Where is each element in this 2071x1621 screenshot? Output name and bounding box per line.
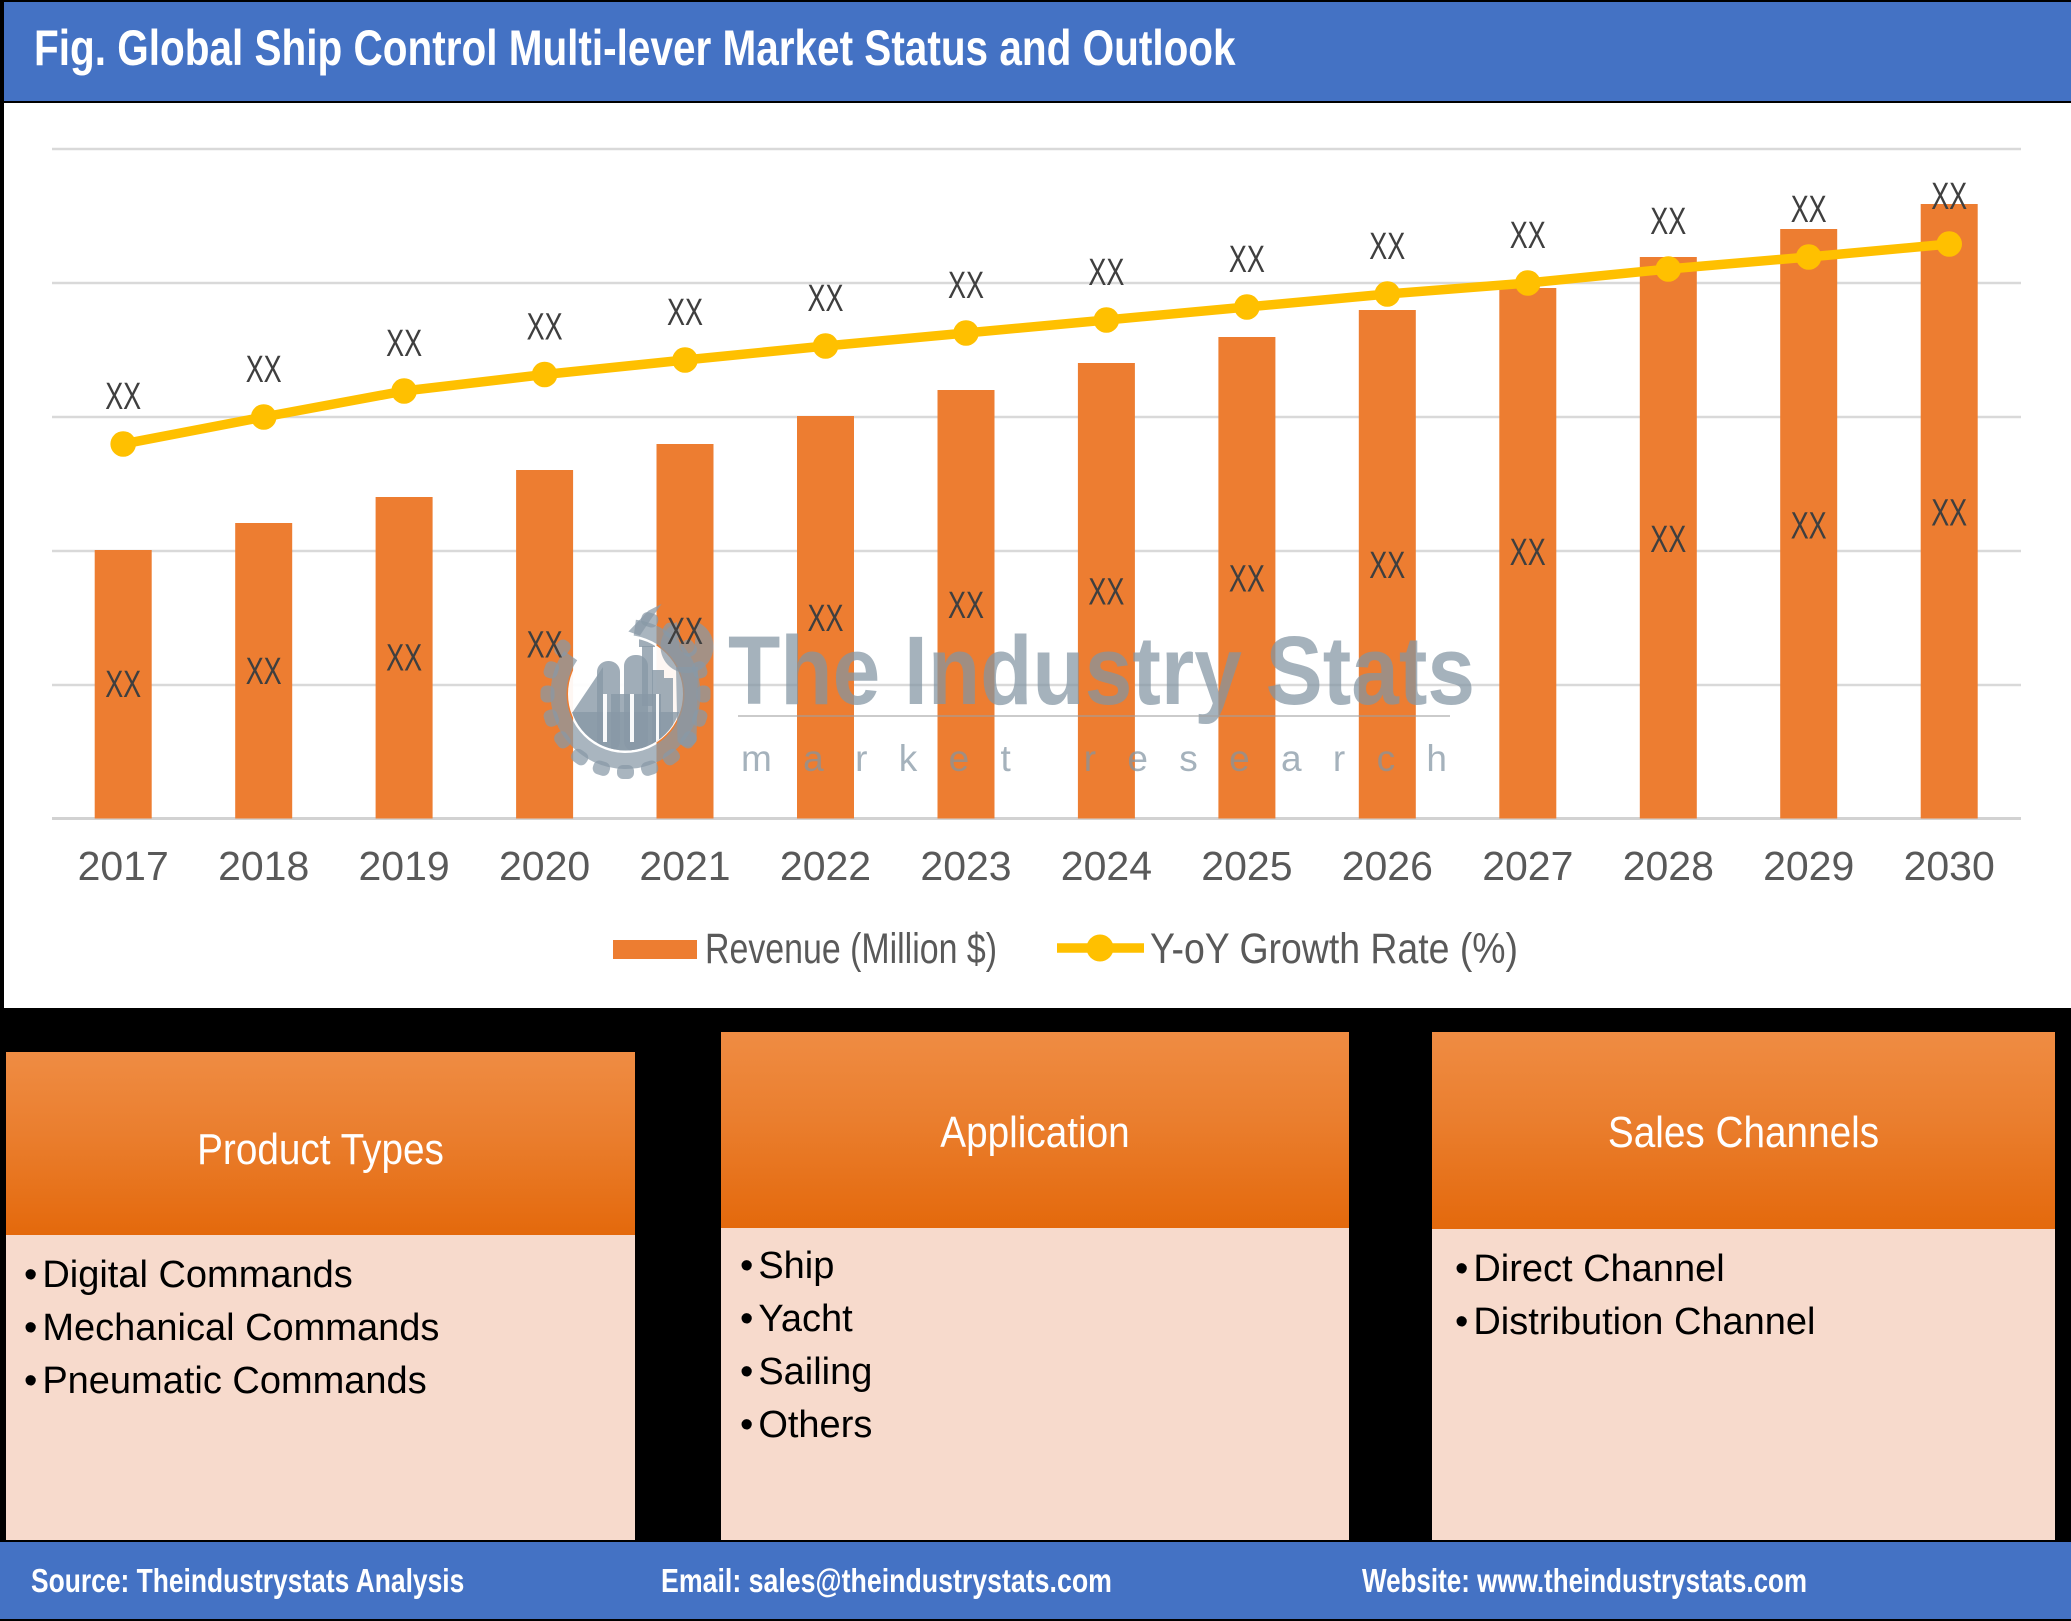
svg-text:Y-oY Growth Rate (%): Y-oY Growth Rate (%): [1150, 925, 1518, 973]
svg-text:XX: XX: [1088, 252, 1124, 294]
svg-text:XX: XX: [667, 292, 703, 334]
svg-text:2028: 2028: [1623, 843, 1714, 889]
svg-text:XX: XX: [386, 323, 422, 365]
svg-text:XX: XX: [1088, 572, 1124, 614]
svg-text:XX: XX: [527, 307, 563, 349]
svg-text:XX: XX: [1931, 492, 1967, 534]
svg-text:2023: 2023: [920, 843, 1011, 889]
svg-text:XX: XX: [105, 664, 141, 706]
svg-text:XX: XX: [1510, 215, 1546, 257]
svg-text:XX: XX: [246, 349, 282, 391]
svg-text:XX: XX: [1791, 506, 1827, 548]
svg-text:2022: 2022: [780, 843, 871, 889]
svg-text:XX: XX: [1229, 558, 1265, 600]
svg-text:XX: XX: [1791, 189, 1827, 231]
svg-text:2027: 2027: [1482, 843, 1573, 889]
svg-text:XX: XX: [1369, 545, 1405, 587]
svg-text:2020: 2020: [499, 843, 590, 889]
svg-text:XX: XX: [1229, 239, 1265, 281]
svg-text:2024: 2024: [1061, 843, 1152, 889]
svg-text:XX: XX: [246, 651, 282, 693]
svg-text:XX: XX: [808, 598, 844, 640]
svg-text:XX: XX: [105, 376, 141, 418]
svg-text:2025: 2025: [1201, 843, 1292, 889]
svg-text:XX: XX: [1650, 201, 1686, 243]
svg-text:XX: XX: [667, 611, 703, 653]
svg-text:2017: 2017: [78, 843, 169, 889]
svg-text:2026: 2026: [1342, 843, 1433, 889]
svg-text:XX: XX: [808, 278, 844, 320]
svg-text:XX: XX: [948, 265, 984, 307]
svg-text:XX: XX: [1510, 532, 1546, 574]
svg-text:2021: 2021: [639, 843, 730, 889]
svg-text:XX: XX: [1931, 176, 1967, 218]
svg-text:2018: 2018: [218, 843, 309, 889]
svg-text:XX: XX: [1650, 519, 1686, 561]
svg-text:XX: XX: [386, 638, 422, 680]
svg-text:XX: XX: [948, 585, 984, 627]
svg-text:XX: XX: [527, 624, 563, 666]
svg-text:The Industry Stats: The Industry Stats: [728, 616, 1475, 725]
svg-text:Revenue (Million $): Revenue (Million $): [705, 925, 997, 973]
svg-text:2030: 2030: [1904, 843, 1995, 889]
svg-text:2029: 2029: [1763, 843, 1854, 889]
svg-text:XX: XX: [1369, 226, 1405, 268]
svg-text:2019: 2019: [358, 843, 449, 889]
